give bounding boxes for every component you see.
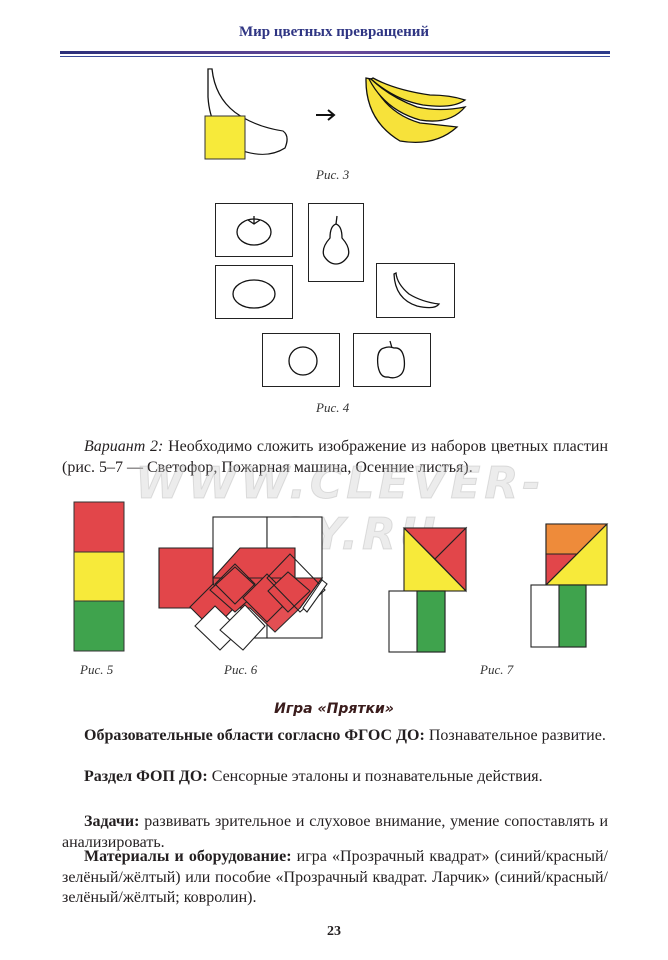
- materials-label: Материалы и оборудование:: [84, 848, 292, 865]
- white-plate: [219, 604, 266, 651]
- arrow-icon: [316, 109, 336, 121]
- figure-7-leaf-a: [388, 526, 468, 653]
- tasks-label: Задачи:: [84, 813, 140, 830]
- figure-5-traffic-light: [73, 501, 125, 652]
- page-number: 23: [327, 924, 341, 939]
- card-pepper: [353, 333, 431, 387]
- card-banana: [376, 263, 455, 318]
- variant-2-paragraph: Вариант 2: Необходимо сложить изображени…: [62, 437, 608, 478]
- card-pear: [308, 203, 364, 282]
- green-plate: [558, 584, 587, 648]
- card-lemon: [215, 265, 293, 319]
- materials-text: игра «Прозрачный квадрат» (синий/красный…: [62, 848, 608, 906]
- figure-7-leaf-b: [530, 523, 609, 648]
- pear-icon: [322, 215, 350, 265]
- header-rule-thin: [60, 56, 610, 57]
- figure-5-caption: Рис. 5: [80, 662, 114, 677]
- card-tomato: [215, 203, 293, 257]
- variant-text: Необходимо сложить изображение из наборо…: [62, 438, 608, 476]
- red-plate: [267, 571, 311, 613]
- running-header: Мир цветных превращений: [238, 24, 430, 40]
- tasks-paragraph: Задачи: развивать зрительное и слуховое …: [62, 812, 608, 853]
- header-rule: [60, 51, 610, 54]
- section-paragraph: Раздел ФОП ДО: Сенсорные эталоны и позна…: [62, 767, 608, 788]
- banana-icon: [393, 271, 441, 309]
- bell-pepper-icon: [376, 340, 406, 379]
- green-plate: [73, 600, 125, 652]
- areas-paragraph: Образовательные области согласно ФГОС ДО…: [62, 726, 608, 747]
- lemon-icon: [232, 279, 276, 309]
- yellow-plate: [73, 551, 125, 602]
- materials-paragraph: Материалы и оборудование: игра «Прозрачн…: [62, 847, 608, 909]
- circle-icon: [288, 346, 318, 376]
- figure-4-caption: Рис. 4: [316, 400, 350, 415]
- figure-6-fire-truck: [158, 516, 328, 651]
- banana-bunch-icon: [365, 77, 467, 144]
- tasks-text: развивать зрительное и слуховое внимание…: [62, 813, 608, 851]
- section-text: Сенсорные эталоны и познавательные дейст…: [207, 768, 543, 785]
- figure-6-caption: Рис. 6: [224, 662, 258, 677]
- variant-label: Вариант 2:: [84, 438, 164, 455]
- areas-text: Познавательное развитие.: [424, 727, 606, 744]
- red-plate: [73, 501, 125, 553]
- card-circle: [262, 333, 340, 387]
- yellow-plate: [204, 115, 246, 160]
- areas-label: Образовательные области согласно ФГОС ДО…: [84, 727, 425, 744]
- figure-3: [204, 68, 467, 160]
- figure-3-caption: Рис. 3: [316, 167, 350, 182]
- section-heading: Игра «Прятки»: [274, 701, 394, 717]
- tomato-icon: [236, 216, 272, 246]
- figure-7-caption: Рис. 7: [480, 662, 514, 677]
- section-label: Раздел ФОП ДО:: [84, 768, 208, 785]
- green-plate: [416, 590, 446, 653]
